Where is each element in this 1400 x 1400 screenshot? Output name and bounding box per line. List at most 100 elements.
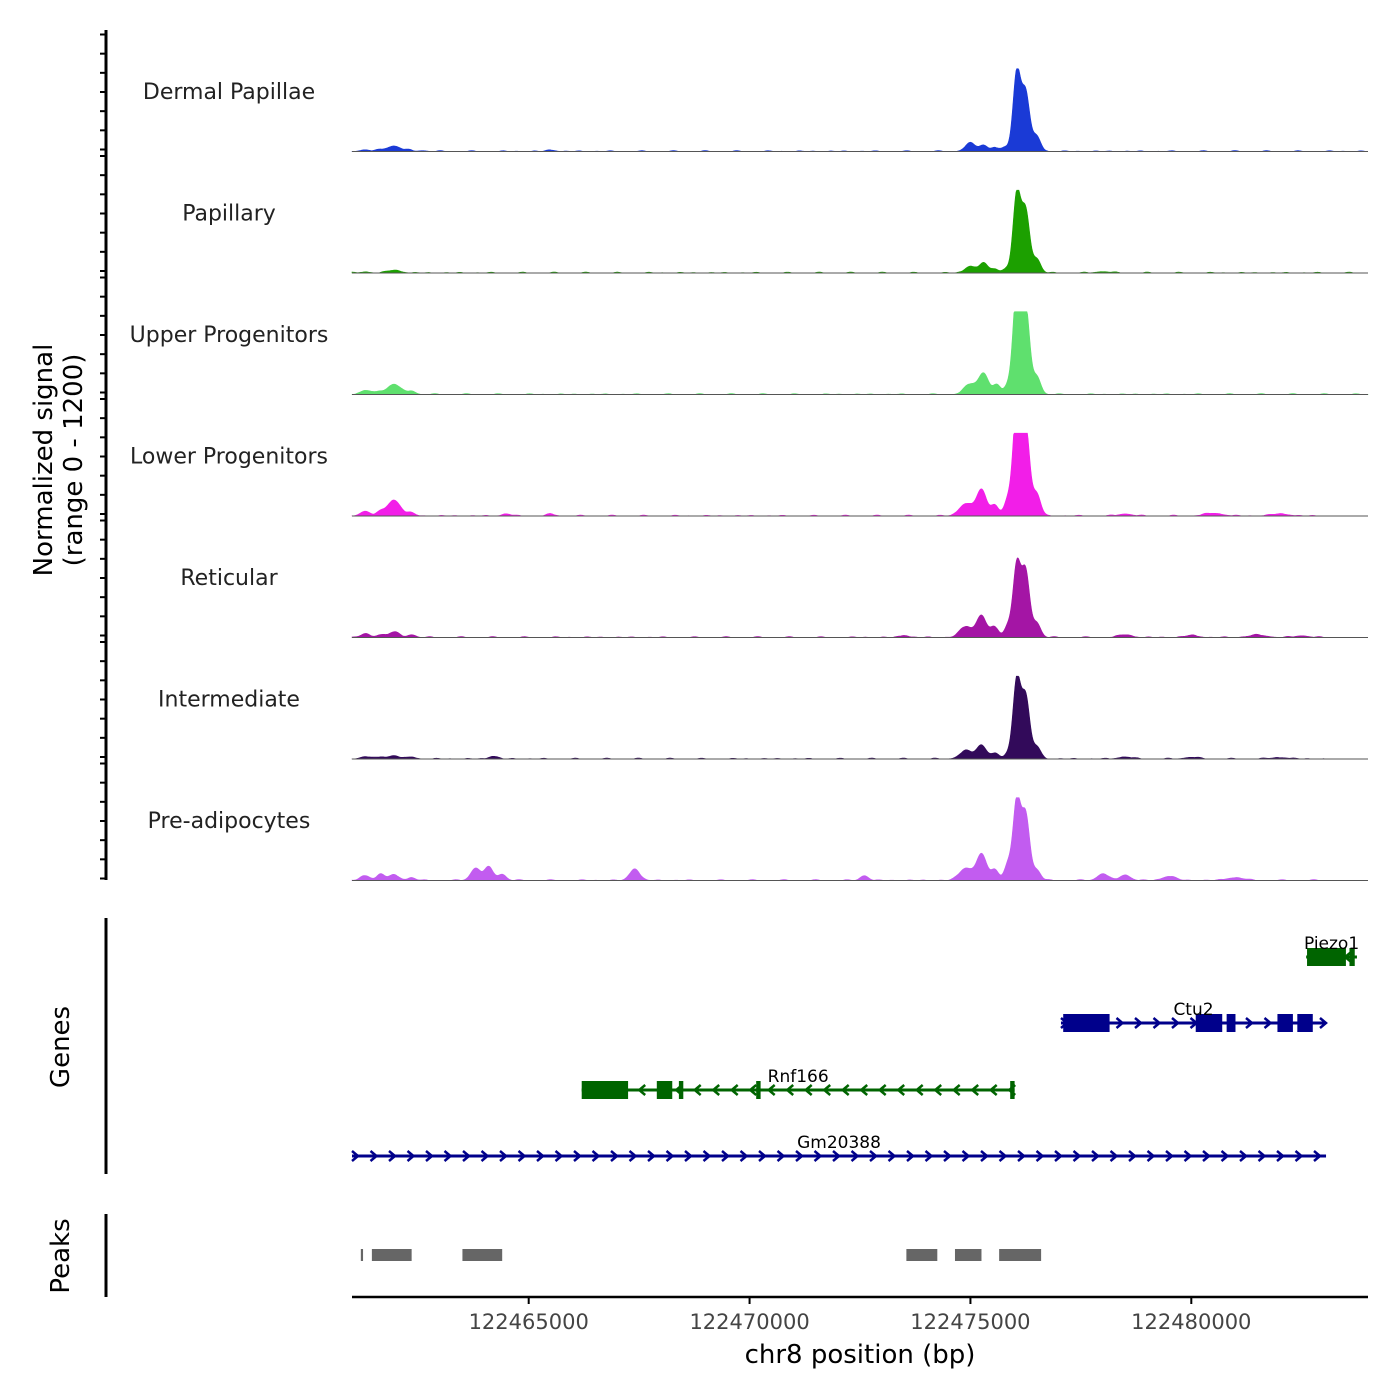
strand-arrow bbox=[647, 1150, 656, 1162]
strand-arrow bbox=[1152, 1017, 1162, 1029]
strand-arrow bbox=[748, 1084, 758, 1096]
track-intermediate: Intermediate bbox=[100, 641, 1368, 760]
strand-arrow bbox=[1171, 1017, 1180, 1029]
x-tick-label: 122475000 bbox=[910, 1310, 1030, 1334]
strand-arrow bbox=[1313, 1150, 1322, 1162]
strand-arrow bbox=[785, 1084, 795, 1096]
strand-arrow bbox=[739, 1150, 749, 1162]
strand-arrow bbox=[711, 1084, 721, 1096]
x-axis-label: chr8 position (bp) bbox=[745, 1340, 976, 1370]
strand-arrow bbox=[813, 1150, 823, 1162]
gene-rnf166: Rnf166 bbox=[581, 1067, 1017, 1099]
gene-ctu2: Ctu2 bbox=[1060, 1000, 1328, 1032]
strand-arrow bbox=[1035, 1150, 1045, 1162]
strand-arrow bbox=[517, 1150, 527, 1162]
signal-area bbox=[351, 311, 1369, 395]
strand-arrow bbox=[906, 1150, 915, 1162]
strand-arrow bbox=[536, 1150, 545, 1162]
strand-arrow bbox=[961, 1150, 971, 1162]
track-label: Reticular bbox=[180, 566, 278, 591]
x-tick-label: 122465000 bbox=[469, 1310, 589, 1334]
strand-arrow bbox=[933, 1084, 943, 1096]
exon bbox=[1195, 1014, 1223, 1032]
exon bbox=[1010, 1081, 1015, 1099]
strand-arrow bbox=[388, 1150, 397, 1162]
track-label: Upper Progenitors bbox=[130, 323, 329, 348]
strand-arrow bbox=[869, 1150, 878, 1162]
y-axis-label-line1: Normalized signal bbox=[29, 344, 59, 577]
strand-arrow bbox=[554, 1150, 564, 1162]
strand-arrow bbox=[1072, 1150, 1082, 1162]
peaks-track-label: Peaks bbox=[46, 1218, 76, 1293]
y-axis-label-line2: (range 0 - 1200) bbox=[59, 354, 89, 567]
strand-arrow bbox=[702, 1150, 712, 1162]
gene-name: Ctu2 bbox=[1173, 1000, 1213, 1020]
strand-arrow bbox=[637, 1084, 647, 1096]
exon bbox=[1349, 948, 1355, 966]
exon bbox=[1297, 1014, 1313, 1032]
peak-region bbox=[954, 1249, 982, 1261]
gene-name: Gm20388 bbox=[797, 1133, 881, 1153]
strand-arrow bbox=[914, 1084, 924, 1096]
strand-arrow bbox=[1257, 1150, 1267, 1162]
track-dermal-papillae: Dermal Papillae bbox=[100, 33, 1368, 152]
strand-arrow bbox=[1276, 1150, 1285, 1162]
strand-arrow bbox=[822, 1084, 832, 1096]
exon bbox=[678, 1081, 684, 1099]
strand-arrow bbox=[1134, 1017, 1143, 1029]
peak-region bbox=[360, 1249, 364, 1261]
strand-arrow bbox=[1183, 1150, 1193, 1162]
strand-arrow bbox=[887, 1150, 897, 1162]
strand-arrow bbox=[1165, 1150, 1174, 1162]
signal-area bbox=[351, 68, 1368, 152]
strand-arrow bbox=[1245, 1017, 1254, 1029]
strand-arrow bbox=[628, 1150, 638, 1162]
strand-arrow bbox=[1220, 1150, 1230, 1162]
strand-arrow bbox=[1146, 1150, 1156, 1162]
track-label: Intermediate bbox=[158, 688, 300, 713]
strand-arrow bbox=[896, 1084, 906, 1096]
strand-arrow bbox=[859, 1084, 869, 1096]
strand-arrow bbox=[1017, 1150, 1026, 1162]
peak-region bbox=[906, 1249, 938, 1261]
x-tick-label: 122470000 bbox=[689, 1310, 809, 1334]
x-axis: 122465000 122470000 122475000 122480000 bbox=[352, 1295, 1368, 1334]
strand-arrow bbox=[840, 1084, 850, 1096]
strand-arrow bbox=[443, 1150, 453, 1162]
strand-arrow bbox=[1128, 1150, 1137, 1162]
peak-region bbox=[999, 1249, 1042, 1261]
strand-arrow bbox=[425, 1150, 434, 1162]
gene-name: Rnf166 bbox=[768, 1067, 829, 1087]
signal-area bbox=[351, 557, 1325, 638]
strand-arrow bbox=[462, 1150, 471, 1162]
strand-arrow bbox=[1294, 1150, 1304, 1162]
strand-arrow bbox=[766, 1084, 776, 1096]
exon bbox=[656, 1081, 673, 1099]
signal-area bbox=[351, 675, 1325, 760]
strand-arrow bbox=[1054, 1150, 1063, 1162]
coverage-tracks: Dermal Papillae Papillary Upper Progenitor… bbox=[100, 30, 1369, 881]
strand-arrow bbox=[924, 1150, 934, 1162]
genes-track-label: Genes bbox=[46, 1006, 76, 1088]
strand-arrow bbox=[998, 1150, 1008, 1162]
strand-arrow bbox=[776, 1150, 786, 1162]
exon bbox=[1277, 1014, 1293, 1032]
track-reticular: Reticular bbox=[100, 519, 1368, 638]
strand-arrow bbox=[729, 1084, 739, 1096]
strand-arrow bbox=[351, 1150, 360, 1162]
strand-arrow bbox=[573, 1150, 582, 1162]
track-label: Lower Progenitors bbox=[130, 445, 328, 470]
gene-annotation-track: Piezo1 Ctu2 Rnf166 Gm20388 bbox=[104, 918, 1359, 1174]
strand-arrow bbox=[1239, 1150, 1248, 1162]
strand-arrow bbox=[980, 1150, 989, 1162]
strand-arrow bbox=[499, 1150, 508, 1162]
strand-arrow bbox=[951, 1084, 961, 1096]
strand-arrow bbox=[692, 1084, 702, 1096]
peak-track bbox=[104, 1214, 1042, 1297]
x-tick-label: 122480000 bbox=[1131, 1310, 1251, 1334]
strand-arrow bbox=[850, 1150, 860, 1162]
strand-arrow bbox=[1263, 1017, 1273, 1029]
track-pre-adipocytes: Pre-adipocytes bbox=[100, 762, 1368, 881]
exon bbox=[1226, 1014, 1236, 1032]
